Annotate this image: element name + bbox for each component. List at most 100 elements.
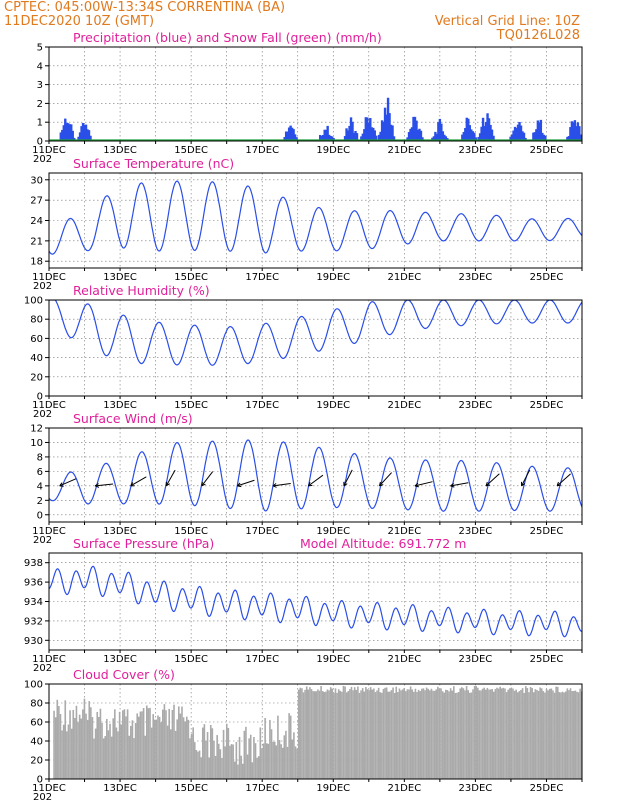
cloud-bar [257,756,260,779]
header-model: TQ0126L028 [496,28,580,43]
cloud-bar [456,692,458,779]
cloud-bar [53,710,55,779]
panel-title: Surface Wind (m/s) [73,411,193,426]
precip-bar [406,137,409,141]
cloud-bar [139,711,142,779]
cloud-bar [561,691,564,779]
precip-bar [542,134,546,141]
cloud-bar [366,689,369,779]
cloud-bar [272,741,274,779]
cloud-bar [246,754,249,779]
x-tick-label: 13DEC [103,526,137,537]
plot-frame [48,299,583,397]
x-tick-label: 17DEC [245,272,279,283]
precip-bar [410,127,414,141]
precip-bar [541,132,544,141]
panel-1: Precipitation (blue) and Snow Fall (gree… [32,30,583,165]
x-tick-label: 25DEC [530,400,564,411]
cloud-bar [83,698,86,779]
precip-bar [474,137,477,141]
cloud-bar [534,689,537,779]
cloud-bar [352,690,354,779]
wind-arrow [414,481,433,487]
cloud-bar [305,686,308,779]
cloud-bar [349,689,351,779]
cloud-bar [552,690,554,779]
cloud-bar [193,742,196,779]
cloud-bar [395,686,398,779]
precip-bar [443,134,446,141]
x-tick-label: 13DEC [103,783,137,794]
precip-bar [539,119,543,141]
cloud-bar [80,718,83,779]
cloud-bar [192,727,194,779]
cloud-bar [523,692,525,779]
precip-bar [532,132,535,141]
y-tick-label: 2 [37,496,43,507]
cloud-bar [149,707,151,779]
cloud-bar [566,688,569,779]
wind-arrow [308,474,324,487]
cloud-bar [200,757,202,779]
cloud-bar [384,687,386,779]
cloud-bar [357,686,359,779]
cloud-bar [152,714,155,779]
precip-bar [483,126,486,141]
precip-bar [352,132,356,141]
wind-arrow [237,479,255,487]
cloud-bar [333,692,335,779]
cloud-bar [421,688,423,779]
precip-bar [441,131,445,141]
cloud-bar [102,738,105,779]
cloud-bar [171,709,174,779]
cloud-bar [142,708,145,779]
cloud-bar [488,689,490,779]
wind-arrow [95,483,114,487]
cloud-bar [363,691,366,779]
cloud-bar [235,742,238,779]
precip-bar [287,127,291,141]
cloud-bar [437,686,439,779]
cloud-bar [529,687,532,779]
precip-bar [295,137,298,141]
cloud-bar [131,720,134,779]
y-tick-label: 6 [37,467,43,478]
precip-bar [434,131,437,141]
precip-bar [343,136,347,141]
y-tick-label: 20 [30,756,43,767]
cloud-bar [141,711,143,779]
cloud-bar [342,685,345,779]
precip-bar [360,136,363,141]
cloud-bar [251,762,254,779]
y-tick-label: 1 [37,118,43,129]
cloud-bar [302,692,305,779]
grid [49,553,582,650]
cloud-bar [486,687,489,779]
precip-bar [321,134,325,141]
cloud-bar [297,689,300,779]
cloud-bar [385,687,388,779]
cloud-bar [433,690,436,779]
cloud-bar [329,687,332,779]
cloud-bar [310,689,313,779]
precip-bar [576,122,580,141]
cloud-bar [133,738,135,779]
cloud-bar [283,735,286,779]
precip-bar [68,124,71,141]
cloud-bar [403,687,406,779]
cloud-bar [411,689,414,779]
precip-bar [379,131,382,141]
cloud-bar [504,688,506,779]
x-tick-label: 19DEC [316,145,350,156]
x-tick-label: 23DEC [459,400,493,411]
cloud-bar [91,717,94,779]
cloud-bar [425,687,428,779]
cloud-bar [253,736,255,779]
precip-bar [489,124,492,141]
x-tick-label: 19DEC [316,400,350,411]
precip-bar [444,136,448,141]
header-date: 11DEC2020 10Z (GMT) [4,14,154,29]
precip-bar [481,117,485,141]
cloud-bar [96,711,99,779]
y-tick-label: 938 [24,558,43,569]
